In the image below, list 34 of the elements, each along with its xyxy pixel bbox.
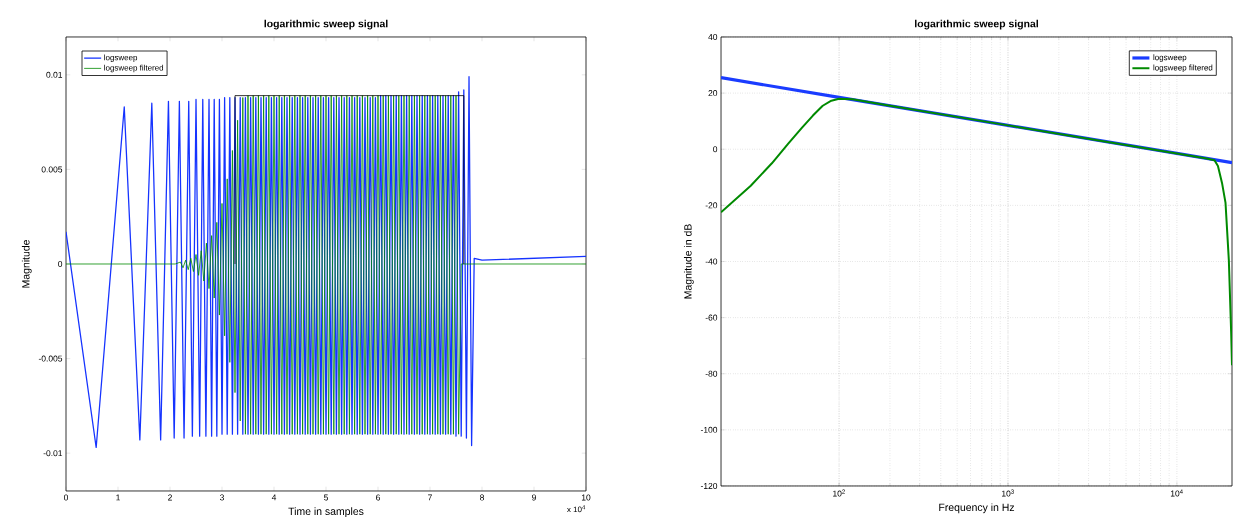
y-tick-label: 0 bbox=[58, 260, 63, 267]
y-tick-label: -60 bbox=[705, 314, 718, 321]
y-tick-label: -80 bbox=[705, 370, 718, 377]
y-tick-label: 0.005 bbox=[41, 166, 63, 173]
x-tick-label: 2 bbox=[168, 494, 172, 501]
y-tick-label: -0.01 bbox=[43, 450, 63, 457]
y-tick-label: 20 bbox=[708, 90, 718, 97]
x-tick-label: 3 bbox=[219, 494, 224, 501]
x-axis-title: Frequency in Hz bbox=[939, 503, 1015, 514]
x-tick-label: 10$^{4}$ bbox=[1170, 489, 1183, 497]
y-axis-title: Magnitude bbox=[21, 240, 32, 288]
x-tick-label: 10$^{2}$ bbox=[833, 489, 845, 497]
x-tick-label: 5 bbox=[324, 494, 329, 501]
y-tick-label: -40 bbox=[705, 258, 718, 265]
chart-title: logarithmic sweep signal bbox=[915, 19, 1038, 30]
y-tick-label: -20 bbox=[705, 202, 718, 209]
x-tick-label: 10 bbox=[581, 494, 591, 501]
chart-title: logarithmic sweep signal bbox=[264, 19, 388, 30]
x-tick-label: 8 bbox=[480, 494, 484, 501]
x-axis-title: Time in samples bbox=[288, 507, 364, 518]
y-axis-title: Magnitude in dB bbox=[683, 224, 694, 299]
y-tick-label: -0.005 bbox=[38, 355, 63, 362]
y-tick-label: -120 bbox=[700, 482, 718, 489]
x-tick-label: 6 bbox=[376, 494, 380, 501]
x-tick-label: 1 bbox=[116, 494, 120, 501]
x-tick-label: 0 bbox=[63, 494, 69, 501]
y-tick-label: 0.01 bbox=[46, 71, 63, 78]
y-tick-label: 0 bbox=[713, 146, 718, 153]
x-tick-label: 4 bbox=[271, 494, 277, 501]
x-tick-label: 9 bbox=[532, 494, 536, 501]
x-tick-label: 7 bbox=[428, 494, 432, 501]
y-tick-label: -100 bbox=[700, 426, 718, 433]
y-tick-label: 40 bbox=[708, 33, 718, 40]
x-tick-label: 10$^{3}$ bbox=[1002, 489, 1014, 497]
